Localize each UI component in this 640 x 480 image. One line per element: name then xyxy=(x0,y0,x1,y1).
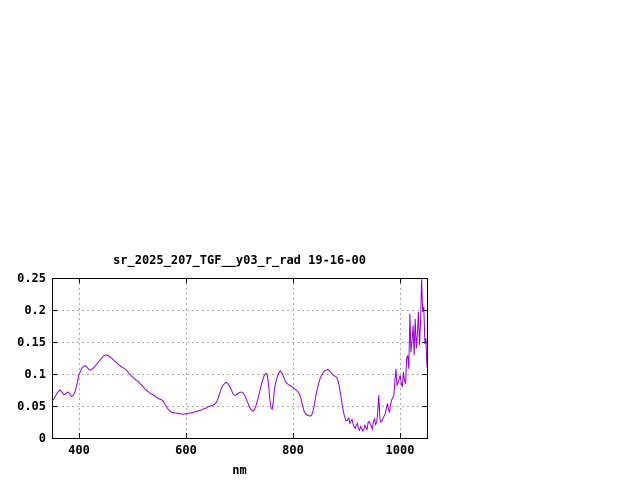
y-tick-label: 0.2 xyxy=(24,303,46,317)
y-tick-label: 0.1 xyxy=(24,367,46,381)
y-tick-label: 0.05 xyxy=(17,399,46,413)
x-tick-label: 800 xyxy=(282,443,304,457)
y-tick-label: 0.25 xyxy=(17,271,46,285)
y-tick-label: 0 xyxy=(38,431,46,445)
x-tick-label: 400 xyxy=(68,443,90,457)
chart-title: sr_2025_207_TGF__y03_r_rad 19-16-00 xyxy=(113,253,366,267)
x-tick-label: 600 xyxy=(175,443,197,457)
spectrum-line xyxy=(52,278,427,432)
y-tick-label: 0.15 xyxy=(17,335,46,349)
x-axis-label: nm xyxy=(232,463,247,477)
x-tick-label: 1000 xyxy=(385,443,415,457)
plot-border xyxy=(52,278,428,439)
